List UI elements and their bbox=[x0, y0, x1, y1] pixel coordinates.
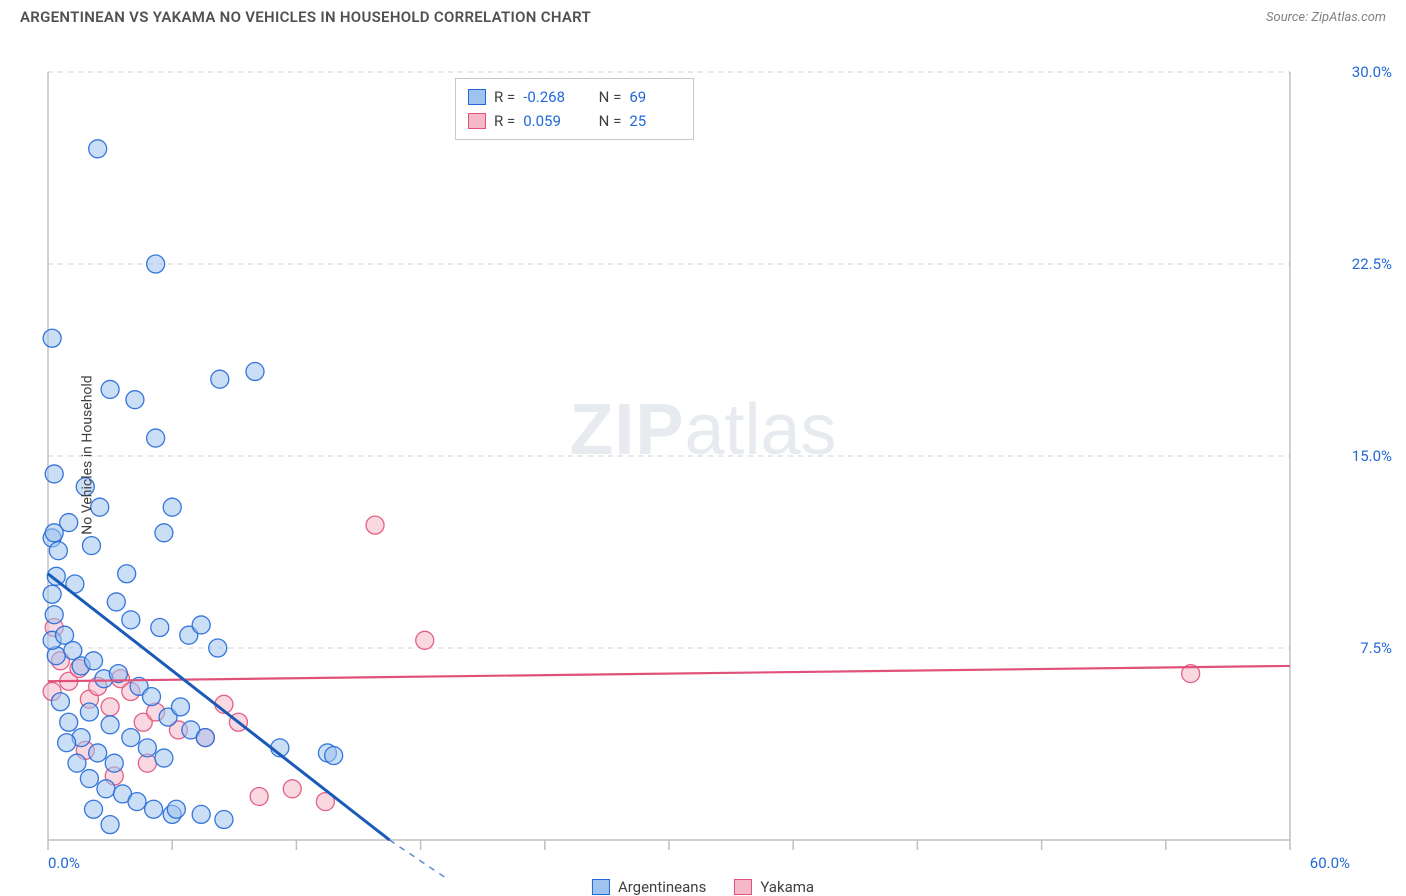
bottom-legend: Argentineans Yakama bbox=[592, 878, 814, 896]
stats-row: R = 0.059 N = 25 bbox=[468, 109, 681, 133]
x-tick-label: 0.0% bbox=[48, 854, 80, 872]
chart-area: No Vehicles in Household ZIPatlas 7.5%15… bbox=[0, 30, 1406, 880]
y-tick-label: 7.5% bbox=[1360, 639, 1392, 657]
y-axis-label: No Vehicles in Household bbox=[80, 375, 96, 534]
legend-swatch bbox=[468, 113, 486, 129]
legend-swatch bbox=[734, 879, 752, 895]
stats-row: R = -0.268 N = 69 bbox=[468, 85, 681, 109]
y-tick-label: 30.0% bbox=[1352, 63, 1392, 81]
legend-swatch bbox=[468, 89, 486, 105]
stats-legend-box: R = -0.268 N = 69R = 0.059 N = 25 bbox=[455, 78, 694, 140]
legend-label: Yakama bbox=[760, 878, 814, 896]
legend-label: Argentineans bbox=[618, 878, 706, 896]
chart-title: ARGENTINEAN VS YAKAMA NO VEHICLES IN HOU… bbox=[20, 8, 591, 26]
x-tick-label: 60.0% bbox=[1310, 854, 1350, 872]
scatter-chart bbox=[0, 30, 1406, 880]
chart-source: Source: ZipAtlas.com bbox=[1266, 10, 1386, 25]
legend-item: Argentineans bbox=[592, 878, 706, 896]
y-tick-label: 22.5% bbox=[1352, 255, 1392, 273]
y-tick-label: 15.0% bbox=[1352, 447, 1392, 465]
legend-swatch bbox=[592, 879, 610, 895]
legend-item: Yakama bbox=[734, 878, 814, 896]
